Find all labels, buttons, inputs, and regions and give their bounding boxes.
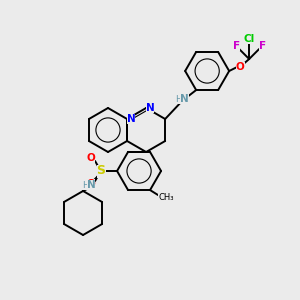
Text: F: F <box>232 41 240 51</box>
Text: Cl: Cl <box>244 34 255 44</box>
Text: S: S <box>97 164 106 178</box>
Text: N: N <box>146 103 154 113</box>
Text: H: H <box>175 94 181 103</box>
Text: N: N <box>127 114 135 124</box>
Text: N: N <box>180 94 188 104</box>
Text: N: N <box>87 180 95 190</box>
Text: H: H <box>82 181 88 190</box>
Text: O: O <box>236 62 244 72</box>
Text: F: F <box>259 41 266 51</box>
Text: O: O <box>87 153 95 163</box>
Text: CH₃: CH₃ <box>158 193 174 202</box>
Text: O: O <box>87 179 95 189</box>
